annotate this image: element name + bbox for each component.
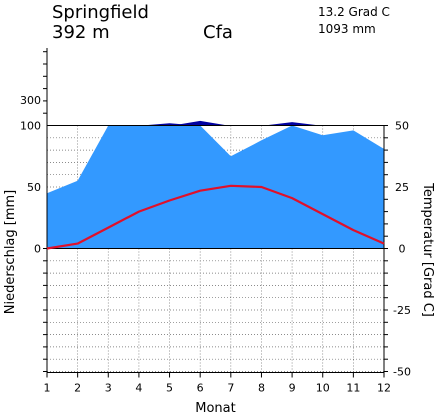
right-tick-label: -25 [393, 304, 411, 317]
precipitation-excess [264, 122, 320, 126]
x-tick-label: 9 [289, 382, 296, 395]
left-tick-label: 300 [20, 94, 41, 107]
left-tick-label: 50 [27, 181, 41, 194]
precipitation-excess [172, 120, 228, 126]
annual-mean-temperature: 13.2 Grad C [318, 5, 390, 19]
right-tick-label: 50 [395, 120, 409, 133]
x-tick-label: 6 [197, 382, 204, 395]
x-axis-title: Monat [195, 401, 235, 416]
x-tick-label: 12 [377, 382, 391, 395]
x-tick-label: 3 [105, 382, 112, 395]
x-tick-label: 11 [346, 382, 360, 395]
station-name: Springfield [52, 2, 149, 23]
annual-precipitation: 1093 mm [318, 22, 376, 36]
temperature-line [46, 184, 385, 250]
climate-classification: Cfa [203, 22, 233, 43]
right-tick-label: 25 [395, 181, 409, 194]
axes-layer [43, 48, 388, 378]
precipitation-area [47, 125, 384, 249]
x-tick-label: 7 [227, 382, 234, 395]
temperature-layer [46, 184, 385, 250]
x-tick-label: 1 [44, 382, 51, 395]
right-axis-title: Temperatur [Grad C] [420, 182, 435, 317]
x-tick-label: 4 [135, 382, 142, 395]
x-tick-label: 5 [166, 382, 173, 395]
right-tick-label: 0 [399, 243, 406, 256]
left-tick-label: 100 [20, 120, 41, 133]
right-tick-label: -50 [393, 366, 411, 379]
left-axis-title: Niederschlag [mm] [3, 190, 18, 315]
station-elevation: 392 m [52, 22, 110, 43]
left-tick-label: 0 [34, 243, 41, 256]
x-tick-label: 2 [74, 382, 81, 395]
x-tick-label: 8 [258, 382, 265, 395]
precipitation-layer [47, 120, 384, 249]
x-tick-label: 10 [316, 382, 330, 395]
